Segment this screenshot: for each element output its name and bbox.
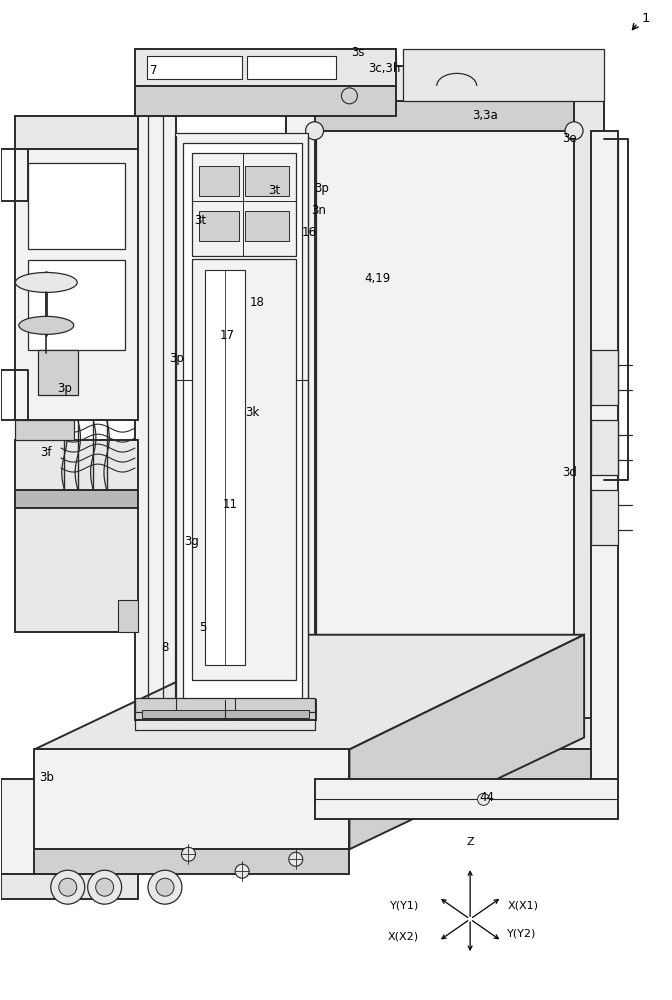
Polygon shape	[175, 133, 308, 720]
Polygon shape	[15, 508, 138, 632]
Polygon shape	[314, 131, 574, 718]
Ellipse shape	[19, 316, 74, 334]
Polygon shape	[34, 635, 584, 749]
Text: 17: 17	[220, 329, 235, 342]
Text: 44: 44	[479, 791, 495, 804]
Polygon shape	[286, 749, 604, 779]
Text: 16: 16	[302, 226, 317, 239]
Text: 3k: 3k	[245, 406, 259, 419]
Circle shape	[341, 88, 358, 104]
Polygon shape	[245, 166, 289, 196]
Polygon shape	[247, 56, 336, 79]
Polygon shape	[135, 49, 396, 86]
Text: 3p: 3p	[314, 182, 329, 195]
Polygon shape	[286, 718, 604, 749]
Polygon shape	[38, 350, 78, 395]
Text: 1: 1	[641, 12, 650, 25]
Polygon shape	[286, 66, 604, 101]
Text: 7: 7	[150, 64, 157, 77]
Text: 8: 8	[161, 641, 169, 654]
Polygon shape	[135, 698, 314, 712]
Text: 4,19: 4,19	[364, 272, 390, 285]
Circle shape	[148, 870, 182, 904]
Text: 3p: 3p	[57, 382, 72, 395]
Text: X(X2): X(X2)	[388, 931, 419, 941]
Circle shape	[95, 878, 114, 896]
Polygon shape	[591, 131, 618, 779]
Text: 18: 18	[249, 296, 264, 309]
Polygon shape	[574, 101, 604, 749]
Text: 3s: 3s	[351, 46, 364, 59]
Polygon shape	[198, 166, 239, 196]
Polygon shape	[15, 420, 75, 440]
Polygon shape	[205, 270, 245, 665]
Circle shape	[51, 870, 85, 904]
Text: 3p: 3p	[169, 352, 184, 365]
Text: Y(Y1): Y(Y1)	[390, 900, 419, 910]
Polygon shape	[591, 350, 618, 405]
Polygon shape	[135, 116, 176, 720]
Text: 3n: 3n	[311, 204, 326, 217]
Text: Z: Z	[466, 837, 474, 847]
Ellipse shape	[565, 122, 583, 140]
Polygon shape	[403, 49, 604, 101]
Polygon shape	[198, 211, 239, 241]
Ellipse shape	[15, 272, 77, 292]
Polygon shape	[34, 849, 349, 874]
Circle shape	[289, 852, 303, 866]
Text: X(X1): X(X1)	[507, 900, 539, 910]
Polygon shape	[286, 101, 604, 131]
Text: 3e: 3e	[562, 132, 577, 145]
Polygon shape	[286, 101, 314, 749]
Text: 3g: 3g	[184, 535, 200, 548]
Polygon shape	[147, 56, 242, 79]
Circle shape	[181, 847, 196, 861]
Text: Y(Y2): Y(Y2)	[507, 928, 536, 938]
Polygon shape	[135, 86, 396, 116]
Polygon shape	[142, 710, 309, 718]
Polygon shape	[192, 259, 296, 680]
Polygon shape	[135, 712, 314, 730]
Polygon shape	[1, 874, 138, 899]
Text: 3d: 3d	[562, 466, 577, 479]
Text: 11: 11	[222, 498, 237, 511]
Polygon shape	[15, 440, 138, 490]
Polygon shape	[591, 420, 618, 475]
Polygon shape	[15, 490, 138, 508]
Polygon shape	[118, 600, 138, 632]
Text: 3t: 3t	[268, 184, 280, 197]
Polygon shape	[34, 749, 349, 849]
Polygon shape	[192, 153, 296, 256]
Polygon shape	[183, 143, 302, 708]
Ellipse shape	[306, 122, 323, 140]
Text: 3f: 3f	[40, 446, 52, 459]
Circle shape	[156, 878, 174, 896]
Circle shape	[87, 870, 122, 904]
Polygon shape	[314, 779, 618, 819]
Text: 5: 5	[200, 621, 207, 634]
Text: 3b: 3b	[39, 771, 54, 784]
Polygon shape	[28, 260, 125, 350]
Polygon shape	[135, 91, 176, 116]
Polygon shape	[245, 211, 289, 241]
Text: 3c,3h: 3c,3h	[368, 62, 401, 75]
Polygon shape	[15, 149, 138, 420]
Text: 3,3a: 3,3a	[472, 109, 498, 122]
Polygon shape	[591, 490, 618, 545]
Text: 3t: 3t	[194, 214, 206, 227]
Circle shape	[58, 878, 77, 896]
Polygon shape	[28, 163, 125, 249]
Polygon shape	[135, 700, 316, 720]
Polygon shape	[15, 116, 138, 149]
Circle shape	[235, 864, 249, 878]
Polygon shape	[349, 635, 584, 849]
Polygon shape	[1, 779, 138, 874]
Circle shape	[478, 793, 489, 805]
